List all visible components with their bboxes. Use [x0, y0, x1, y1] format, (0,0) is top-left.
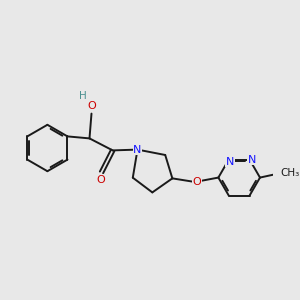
Text: O: O — [87, 100, 96, 111]
Text: N: N — [133, 145, 142, 154]
Text: O: O — [96, 175, 105, 184]
Text: N: N — [248, 154, 256, 165]
Text: O: O — [193, 177, 202, 187]
Text: CH₃: CH₃ — [280, 168, 300, 178]
Text: N: N — [225, 157, 234, 166]
Text: H: H — [79, 91, 87, 101]
